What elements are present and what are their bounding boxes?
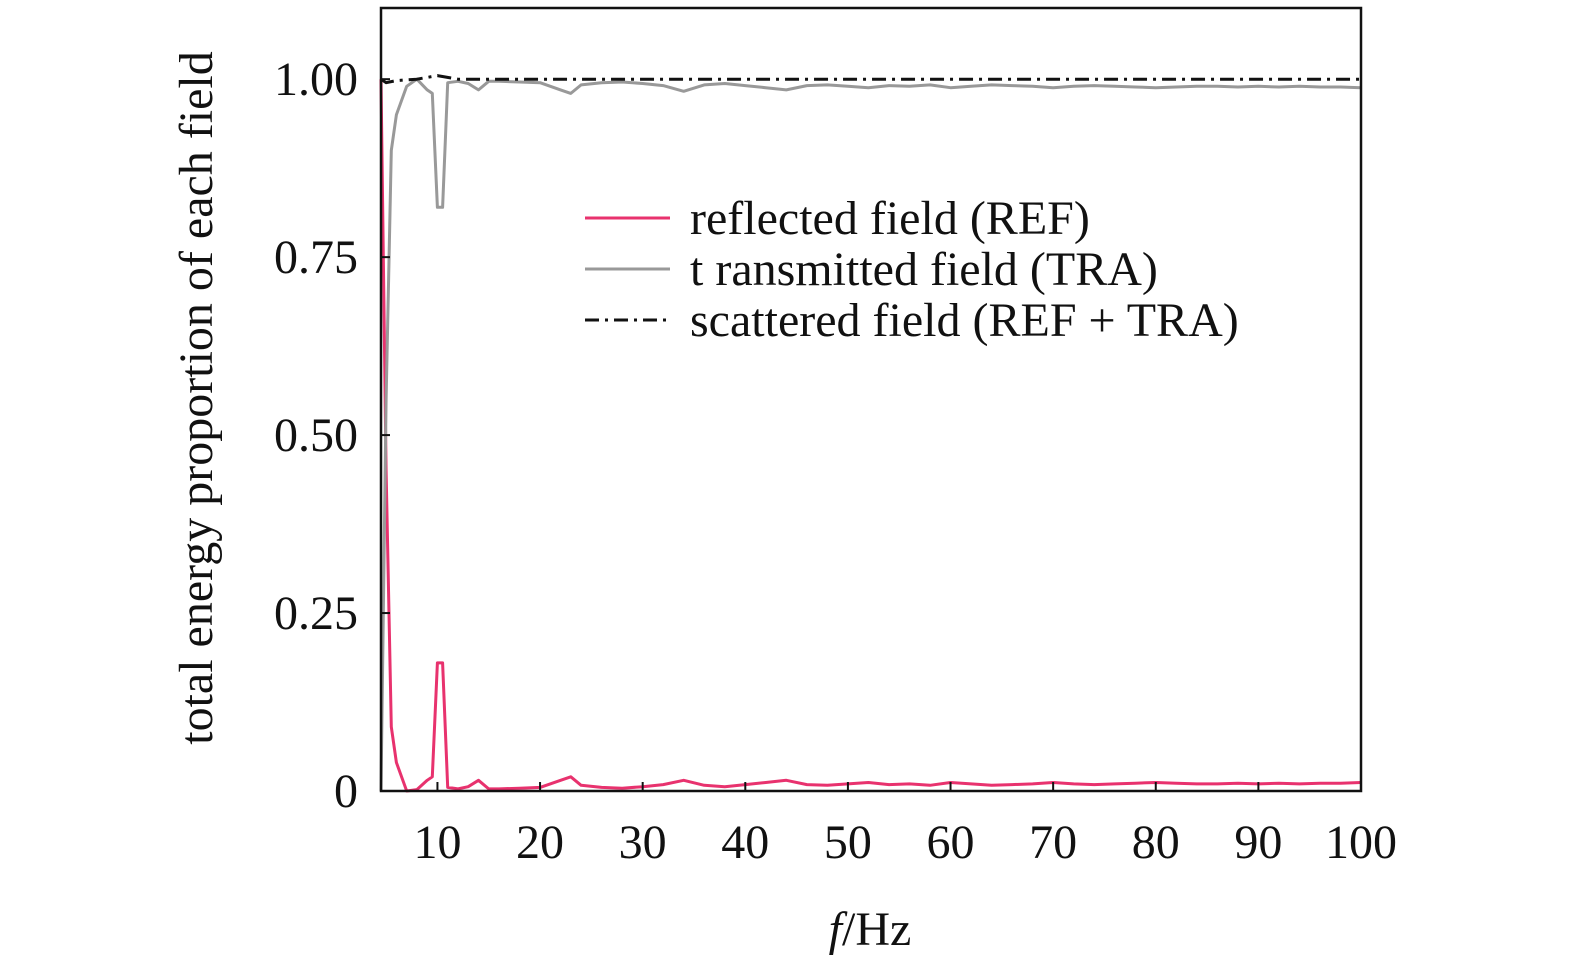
x-axis-title-unit: /Hz [842,903,911,956]
x-tick-label: 10 [413,816,461,869]
series-line-2 [379,77,1362,792]
x-tick-label: 100 [1325,816,1397,869]
y-tick-label: 0.25 [274,587,358,640]
legend: reflected field (REF)t ransmitted field … [585,192,1239,347]
legend-label-2: t ransmitted field (TRA) [690,243,1158,296]
x-axis-title: f/Hz [829,903,912,956]
x-tick-label: 70 [1029,816,1077,869]
plot-frame [379,6,1363,793]
x-tick-label: 60 [927,816,975,869]
series-line-1 [379,79,1362,793]
y-tick-label: 0 [334,765,358,818]
x-tick-label: 30 [619,816,667,869]
y-tick-label: 1.00 [274,53,358,106]
axes: 10 20 30 40 50 60 70 80 90 100 0 0.25 0.50 0.75 1.00 [274,6,1397,869]
series-line-3 [380,74,1361,85]
x-tick-label: 80 [1132,816,1180,869]
legend-label-3: scattered field (REF + TRA) [690,294,1239,347]
x-tick-label: 90 [1234,816,1282,869]
x-tick-label: 20 [516,816,564,869]
y-tick-label: 0.50 [274,409,358,462]
legend-label-1: reflected field (REF) [690,192,1090,245]
x-tick-label: 40 [721,816,769,869]
plot-area [379,74,1362,793]
y-axis-title: total energy proportion of each field [170,51,223,745]
y-tick-label: 0.75 [274,231,358,284]
x-tick-label: 50 [824,816,872,869]
